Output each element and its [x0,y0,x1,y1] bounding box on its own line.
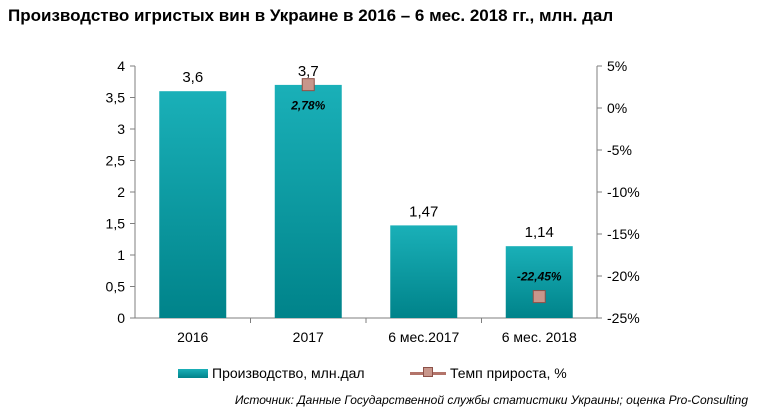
y-right-tick-label: -25% [607,310,640,326]
legend-item-growth: Темп прироста, % [410,362,567,384]
legend-label-growth: Темп прироста, % [450,365,567,381]
chart-title: Производство игристых вин в Украине в 20… [8,6,614,25]
bar-data-label: 3,6 [182,69,203,86]
chart-svg: 0 0,5 1 1,5 2 2,5 3 3,5 4 -25% -20% -15% -10% -5% 0% 5%… [106,58,640,345]
x-tick-label: 2017 [293,329,324,345]
y-left-tick-label: 2,5 [106,153,126,169]
y-right-tick-label: 5% [607,58,627,74]
bar-production [390,225,458,318]
growth-data-label: 2,78% [290,99,325,113]
y-right-tick-label: -10% [607,184,640,200]
y-right-tick-label: 0% [607,100,627,116]
growth-data-label: -22,45% [517,270,562,284]
y-left-tick-label: 2 [117,184,125,200]
x-tick-label: 2016 [177,329,208,345]
y-left-tick-label: 3 [117,121,125,137]
y-left-tick-label: 1,5 [106,216,126,232]
bar-data-label: 1,14 [525,224,554,241]
legend-item-production: Производство, млн.дал [178,362,365,384]
growth-marker [301,78,315,92]
y-right-tick-label: -5% [607,142,632,158]
x-tick-label: 6 мес.2017 [388,329,459,345]
bar-data-label: 3,7 [298,63,319,80]
bar-production [159,91,227,318]
y-left-tick-label: 1 [117,247,125,263]
y-left-tick-label: 0,5 [106,279,126,295]
growth-marker [532,290,546,304]
chart-legend: Производство, млн.дал Темп прироста, % [0,362,774,384]
bar-data-label: 1,47 [409,203,438,220]
legend-swatch-production [178,368,208,378]
y-left-tick-label: 0 [117,310,125,326]
x-tick-label: 6 мес. 2018 [502,329,577,345]
legend-swatch-growth [410,367,446,379]
y-left-tick-label: 3,5 [106,90,126,106]
legend-label-production: Производство, млн.дал [212,365,365,381]
bar-production [505,246,573,318]
source-note: Источник: Данные Государственной службы … [234,393,748,407]
bar-production [274,84,342,319]
y-right-tick-label: -20% [607,268,640,284]
y-right-tick-label: -15% [607,226,640,242]
y-left-tick-label: 4 [117,58,125,74]
